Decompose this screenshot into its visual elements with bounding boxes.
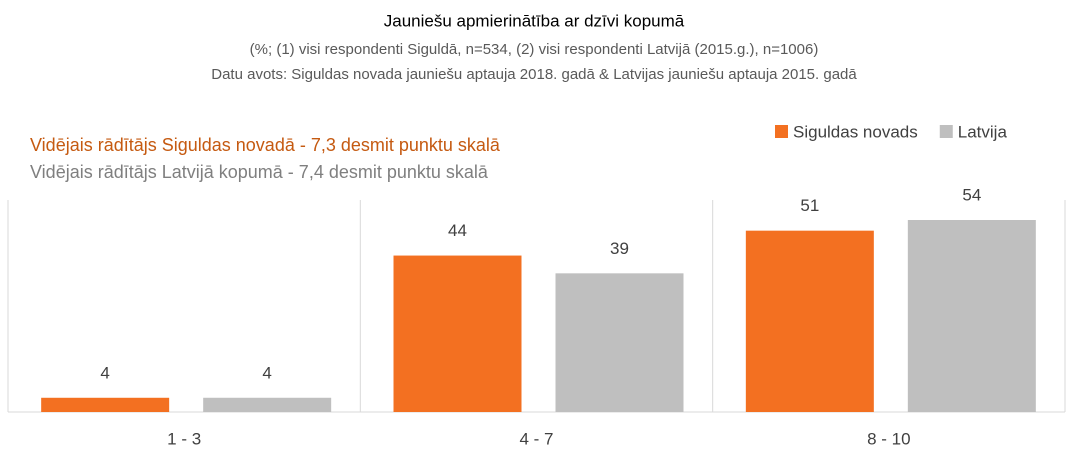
bar (745, 230, 874, 412)
chart-subtitle: Datu avots: Siguldas novada jauniešu apt… (211, 66, 857, 83)
legend-swatch (939, 125, 953, 138)
bar (393, 255, 522, 412)
bar (203, 397, 332, 412)
data-label: 4 (262, 363, 271, 382)
x-tick-label: 1 - 3 (167, 429, 201, 448)
bar (41, 397, 170, 412)
legend-swatch (775, 125, 788, 138)
annotation: Vidējais rādītājs Latvijā kopumā - 7,4 d… (30, 162, 489, 182)
data-label: 4 (100, 363, 109, 382)
x-tick-label: 8 - 10 (867, 429, 910, 448)
chart-title: Jauniešu apmierinātība ar dzīvi kopumā (384, 11, 685, 30)
data-label: 39 (610, 239, 629, 258)
data-label: 51 (800, 196, 819, 215)
data-label: 54 (962, 185, 981, 204)
annotation: Vidējais rādītājs Siguldas novadā - 7,3 … (30, 135, 501, 155)
bar (555, 273, 684, 412)
chart-subtitle: (%; (1) visi respondenti Siguldā, n=534,… (250, 41, 819, 58)
data-label: 44 (448, 221, 467, 240)
legend-label: Latvija (958, 122, 1008, 141)
bar (907, 220, 1036, 412)
legend-label: Siguldas novads (793, 122, 918, 141)
x-tick-label: 4 - 7 (519, 429, 553, 448)
